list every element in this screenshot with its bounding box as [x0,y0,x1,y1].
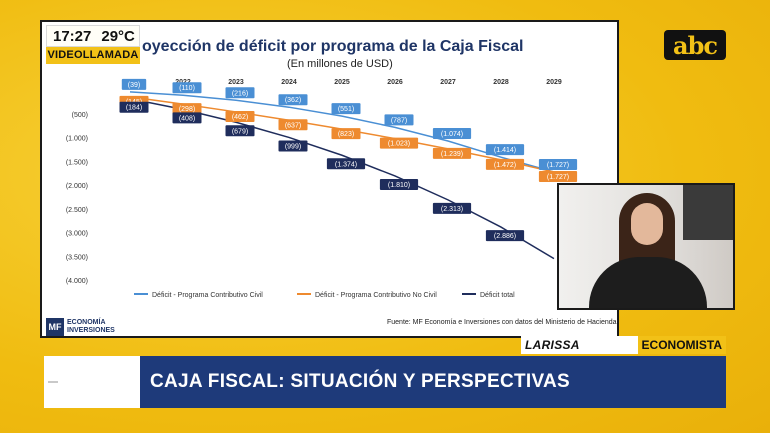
data-label: (1.414) [494,147,516,154]
data-label: (1.727) [547,162,569,169]
y-tick-label: (1.500) [66,159,88,166]
slide-subtitle: (En millones de USD) [287,58,393,70]
data-label-box [485,230,525,242]
legend-label: Déficit - Programa Contributivo Civil [152,292,263,299]
data-label: (999) [285,143,301,150]
lower-third-left-block [44,356,140,408]
data-label-box [278,94,308,106]
data-label: (2.313) [441,206,463,213]
ministry-line-2: INVERSIONES [67,327,115,334]
data-label: (1.239) [441,151,463,158]
data-label-box [432,202,472,214]
presentation-slide: oyección de déficit por programa de la C… [40,20,619,338]
lower-third-divider [48,381,58,383]
guest-video-feed [557,183,735,310]
data-label-box [331,103,361,115]
data-label: (551) [338,106,354,113]
x-tick-label: 2023 [228,79,244,86]
data-label: (787) [391,117,407,124]
data-label: (1.374) [335,161,357,168]
data-label-box [119,101,149,113]
y-tick-label: (1.000) [66,136,88,143]
clock-time: 17:27 [53,27,92,45]
y-tick-label: (500) [72,112,88,119]
data-label: (1.472) [494,162,516,169]
legend-label: Déficit - Programa Contributivo No Civil [315,292,437,299]
data-label-box [172,112,202,124]
y-tick-label: (3.500) [66,254,88,261]
segment-label: VIDEOLLAMADA [46,47,140,64]
x-tick-label: 2025 [334,79,350,86]
data-label: (637) [285,122,301,129]
data-label: (2.886) [494,233,516,240]
data-label-box [485,158,525,170]
data-label: (1.074) [441,131,463,138]
y-tick-label: (4.000) [66,278,88,285]
data-label: (362) [285,97,301,104]
data-label: (216) [232,90,248,97]
headline-bar: CAJA FISCAL: SITUACIÓN Y PERSPECTIVAS [140,356,726,408]
data-label: (408) [179,115,195,122]
clock-weather-box: 17:27 29°C [46,25,140,47]
legend-label: Déficit total [480,292,515,299]
ministry-logo-text: ECONOMÍA INVERSIONES [67,319,115,335]
video-background-shelf [683,185,733,240]
x-tick-label: 2027 [440,79,456,86]
data-label: (1.727) [547,174,569,181]
source-note: Fuente: MF Economía e Inversiones con da… [387,319,617,326]
data-label: (110) [179,85,195,92]
x-tick-label: 2026 [387,79,403,86]
data-label-box [379,137,419,149]
x-tick-label: 2028 [493,79,509,86]
y-tick-label: (3.000) [66,231,88,238]
guest-name-bar: LARISSA BARBOZA ECONOMISTA [521,336,726,370]
data-label-box [432,147,472,159]
data-label-box [278,119,308,131]
guest-role: ECONOMISTA [637,336,726,354]
data-label: (462) [232,114,248,121]
abc-brand-logo: abc [664,30,726,60]
temperature: 29°C [101,27,135,45]
ministry-line-1: ECONOMÍA [67,319,106,326]
slide-title: oyección de déficit por programa de la C… [142,38,524,55]
data-label-box [485,144,525,156]
data-label-box [432,128,472,140]
data-label-box [326,158,366,170]
data-label-box [225,87,255,99]
data-label: (298) [179,106,195,113]
data-label-box [121,78,147,90]
deficit-line-chart: (500) (1.000) (1.500) (2.000) (2.500) (3.000)… [66,78,578,299]
data-label-box [278,140,308,152]
x-tick-label: 2029 [546,79,562,86]
data-label-box [225,110,255,122]
data-label: (823) [338,131,354,138]
data-label: (39) [128,82,140,89]
y-tick-label: (2.500) [66,207,88,214]
data-label-box [225,125,255,137]
data-label-box [172,103,202,115]
data-label-box [172,82,202,94]
data-label-box [384,114,414,126]
ministry-logo: MF [46,318,64,336]
data-label: (1.810) [388,182,410,189]
data-label-box [379,178,419,190]
data-label: (1.023) [388,141,410,148]
guest-name: LARISSA BARBOZA [521,336,638,370]
data-label: (679) [232,128,248,135]
data-label-box [538,171,578,183]
guest-face [631,203,663,245]
data-label-box [331,128,361,140]
data-label-box [538,159,578,171]
data-label: (184) [126,105,142,112]
x-tick-label: 2024 [281,79,297,86]
series-line-0 [129,91,555,173]
y-tick-label: (2.000) [66,183,88,190]
